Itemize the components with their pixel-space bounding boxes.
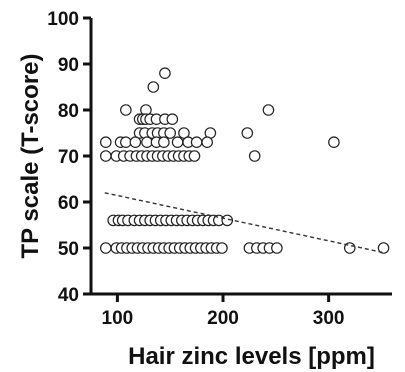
data-point xyxy=(328,136,340,148)
data-point xyxy=(159,67,171,79)
x-tick-label: 200 xyxy=(207,308,239,329)
y-tick-label: 60 xyxy=(58,193,79,214)
data-point xyxy=(158,136,170,148)
data-point xyxy=(147,81,160,93)
y-tick-label: 100 xyxy=(47,9,79,30)
data-point xyxy=(271,242,283,254)
data-point xyxy=(241,127,254,139)
y-axis-title: TP scale (T-score) xyxy=(17,54,44,259)
data-points xyxy=(99,67,390,254)
y-tick-label: 50 xyxy=(58,239,79,260)
data-point xyxy=(248,150,261,162)
y-tick-label: 80 xyxy=(58,101,79,122)
x-axis-ticks: 100 200 300 xyxy=(102,294,345,329)
x-axis-title: Hair zinc levels [ppm] xyxy=(128,343,375,370)
y-tick-label: 40 xyxy=(58,285,79,306)
data-point xyxy=(262,104,275,116)
data-point xyxy=(120,136,132,148)
data-point xyxy=(216,242,228,254)
data-point xyxy=(178,127,190,139)
data-point xyxy=(99,150,112,162)
y-tick-label: 70 xyxy=(58,147,79,168)
data-point xyxy=(166,113,179,125)
data-point xyxy=(120,104,132,116)
data-point xyxy=(377,242,390,254)
y-tick-label: 90 xyxy=(58,55,79,76)
data-point xyxy=(99,242,112,254)
data-point xyxy=(190,136,203,148)
x-tick-label: 300 xyxy=(313,308,345,329)
data-point xyxy=(221,214,234,227)
data-point xyxy=(188,150,201,162)
data-point xyxy=(99,136,112,148)
data-point xyxy=(171,136,184,148)
data-point xyxy=(141,136,153,148)
data-point xyxy=(129,136,142,148)
x-tick-label: 100 xyxy=(102,308,134,329)
data-point xyxy=(201,136,213,148)
data-point xyxy=(164,127,177,139)
y-axis-ticks: 40 50 60 70 80 90 100 xyxy=(47,9,91,306)
trend-line xyxy=(104,192,384,254)
